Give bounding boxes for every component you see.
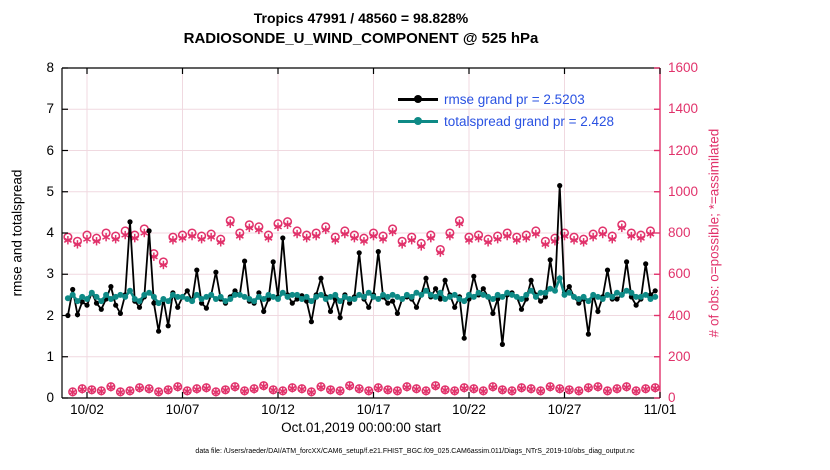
- right-tick-0: 0: [668, 390, 676, 405]
- rmse-marker-icon: [414, 95, 422, 103]
- x-tick-10-27: 10/27: [547, 402, 582, 417]
- title-block: Tropics 47991 / 48560 = 98.828% RADIOSON…: [62, 8, 660, 50]
- right-tick-1600: 1600: [668, 60, 699, 75]
- right-tick-800: 800: [668, 225, 691, 240]
- left-tick-0: 0: [46, 390, 54, 405]
- left-tick-4: 4: [46, 225, 54, 240]
- left-tick-8: 8: [46, 60, 54, 75]
- legend-row-totalspread: totalspread grand pr = 2.428: [398, 110, 614, 132]
- plot-title-variable: RADIOSONDE_U_WIND_COMPONENT @ 525 hPa: [183, 30, 539, 47]
- legend-label-rmse: rmse grand pr = 2.5203: [444, 91, 585, 107]
- right-tick-600: 600: [668, 266, 691, 282]
- x-tick-11-01: 11/01: [643, 402, 677, 417]
- x-axis-label: Oct.01,2019 00:00:00 start: [281, 420, 441, 435]
- left-tick-7: 7: [46, 101, 54, 117]
- x-tick-10-02: 10/02: [70, 402, 104, 417]
- left-tick-2: 2: [46, 307, 54, 323]
- totalspread-marker-icon: [414, 117, 422, 125]
- x-tick-10-07: 10/07: [165, 402, 200, 417]
- x-tick-10-12: 10/12: [261, 402, 295, 417]
- rmse-line-swatch: [398, 88, 438, 110]
- right-tick-1200: 1200: [668, 142, 699, 158]
- x-tick-10-17: 10/17: [356, 402, 391, 417]
- right-tick-200: 200: [668, 348, 691, 364]
- right-tick-1000: 1000: [668, 183, 699, 199]
- right-tick-400: 400: [668, 307, 691, 323]
- legend: rmse grand pr = 2.5203 totalspread grand…: [398, 88, 614, 132]
- left-tick-5: 5: [46, 183, 54, 199]
- legend-label-totalspread: totalspread grand pr = 2.428: [444, 113, 614, 129]
- left-tick-3: 3: [46, 266, 54, 282]
- left-tick-1: 1: [46, 348, 54, 364]
- left-tick-6: 6: [46, 142, 54, 158]
- data-file-path: data file: /Users/raeder/DAI/ATM_forcXX/…: [195, 448, 635, 455]
- x-tick-10-22: 10/22: [452, 402, 486, 417]
- plot-title-stats: Tropics 47991 / 48560 = 98.828%: [253, 10, 469, 26]
- legend-row-rmse: rmse grand pr = 2.5203: [398, 88, 614, 110]
- totalspread-line-swatch: [398, 110, 438, 132]
- right-tick-1400: 1400: [668, 101, 699, 117]
